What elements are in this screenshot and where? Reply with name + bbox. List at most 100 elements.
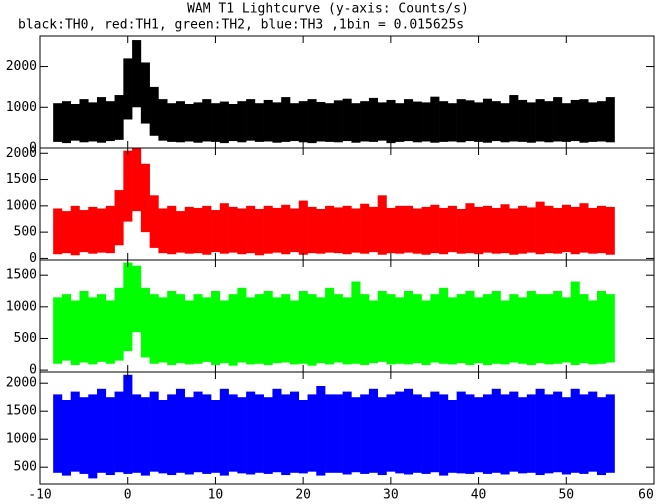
count-band bbox=[105, 300, 115, 364]
count-band bbox=[526, 291, 536, 366]
count-band bbox=[456, 208, 466, 254]
count-band bbox=[53, 394, 63, 473]
count-band bbox=[535, 99, 545, 142]
x-tick-label: 20 bbox=[295, 488, 311, 503]
count-band bbox=[325, 394, 335, 473]
count-band bbox=[342, 297, 352, 365]
count-band bbox=[544, 394, 554, 474]
x-tick-label: 40 bbox=[471, 488, 487, 503]
count-band bbox=[351, 281, 361, 364]
count-band bbox=[202, 205, 212, 255]
count-band bbox=[377, 397, 387, 476]
count-band bbox=[333, 100, 343, 143]
y-tick-label: 500 bbox=[14, 460, 37, 475]
count-band bbox=[70, 391, 80, 472]
count-band bbox=[97, 294, 107, 362]
count-band bbox=[281, 294, 291, 363]
count-band bbox=[237, 287, 247, 363]
count-band bbox=[132, 148, 142, 212]
count-band bbox=[465, 394, 475, 474]
count-band bbox=[70, 300, 80, 366]
count-band bbox=[88, 297, 98, 365]
count-band bbox=[518, 297, 528, 364]
count-band bbox=[386, 294, 396, 365]
count-band bbox=[544, 294, 554, 365]
count-band bbox=[114, 190, 124, 246]
count-band bbox=[140, 163, 150, 233]
count-band bbox=[254, 208, 264, 256]
count-band bbox=[518, 397, 528, 474]
count-band bbox=[535, 294, 545, 364]
count-band bbox=[246, 297, 256, 365]
y-tick-label: 1500 bbox=[6, 172, 37, 187]
count-band bbox=[61, 211, 71, 254]
count-band bbox=[114, 391, 124, 473]
count-band bbox=[412, 208, 422, 254]
count-band bbox=[342, 98, 352, 142]
count-band bbox=[377, 195, 387, 255]
count-band bbox=[605, 294, 615, 363]
count-band bbox=[386, 394, 396, 472]
count-band bbox=[53, 297, 63, 364]
count-band bbox=[307, 99, 317, 144]
count-band bbox=[211, 210, 221, 253]
count-band bbox=[105, 397, 115, 476]
count-band bbox=[596, 397, 607, 476]
count-band bbox=[158, 99, 168, 141]
count-band bbox=[544, 101, 554, 143]
count-band bbox=[61, 294, 71, 361]
count-band bbox=[553, 391, 563, 473]
count-band bbox=[228, 104, 238, 142]
count-band bbox=[114, 287, 124, 361]
count-band bbox=[70, 205, 80, 256]
count-band bbox=[123, 58, 133, 120]
count-band bbox=[500, 204, 510, 254]
count-band bbox=[395, 297, 405, 364]
y-tick-label: 1500 bbox=[6, 268, 37, 283]
count-band bbox=[430, 96, 440, 143]
count-band bbox=[474, 206, 484, 255]
count-band bbox=[325, 103, 335, 142]
count-band bbox=[596, 291, 607, 364]
y-tick-label: 2000 bbox=[6, 146, 37, 161]
count-band bbox=[553, 291, 563, 364]
count-band bbox=[439, 207, 449, 255]
count-band bbox=[333, 394, 343, 473]
count-band bbox=[553, 207, 563, 254]
count-band bbox=[316, 101, 326, 142]
count-band bbox=[246, 205, 256, 254]
y-tick-label: 0 bbox=[29, 141, 37, 156]
count-band bbox=[272, 207, 282, 253]
count-band bbox=[140, 62, 150, 124]
y-tick-label: 500 bbox=[14, 225, 37, 240]
count-band bbox=[254, 103, 264, 142]
count-band bbox=[211, 400, 221, 473]
count-band bbox=[404, 99, 414, 142]
x-tick-label: 10 bbox=[208, 488, 224, 503]
count-band bbox=[237, 101, 247, 143]
count-band bbox=[430, 391, 440, 473]
count-band bbox=[421, 300, 431, 366]
count-band bbox=[61, 101, 71, 144]
count-band bbox=[97, 97, 107, 143]
count-band bbox=[79, 291, 89, 363]
count-band bbox=[404, 205, 414, 253]
count-band bbox=[465, 203, 475, 254]
count-band bbox=[132, 40, 142, 108]
count-band bbox=[105, 205, 115, 254]
count-band bbox=[184, 104, 194, 142]
count-band bbox=[412, 101, 422, 143]
count-band bbox=[535, 388, 545, 476]
count-band bbox=[219, 101, 229, 144]
count-band bbox=[491, 291, 501, 364]
count-band bbox=[526, 394, 536, 473]
count-band bbox=[579, 294, 589, 364]
count-band bbox=[360, 101, 370, 142]
count-band bbox=[509, 95, 519, 142]
count-band bbox=[158, 297, 168, 363]
count-band bbox=[482, 205, 493, 253]
count-band bbox=[368, 206, 378, 253]
count-band bbox=[202, 297, 212, 362]
count-band bbox=[114, 95, 124, 140]
